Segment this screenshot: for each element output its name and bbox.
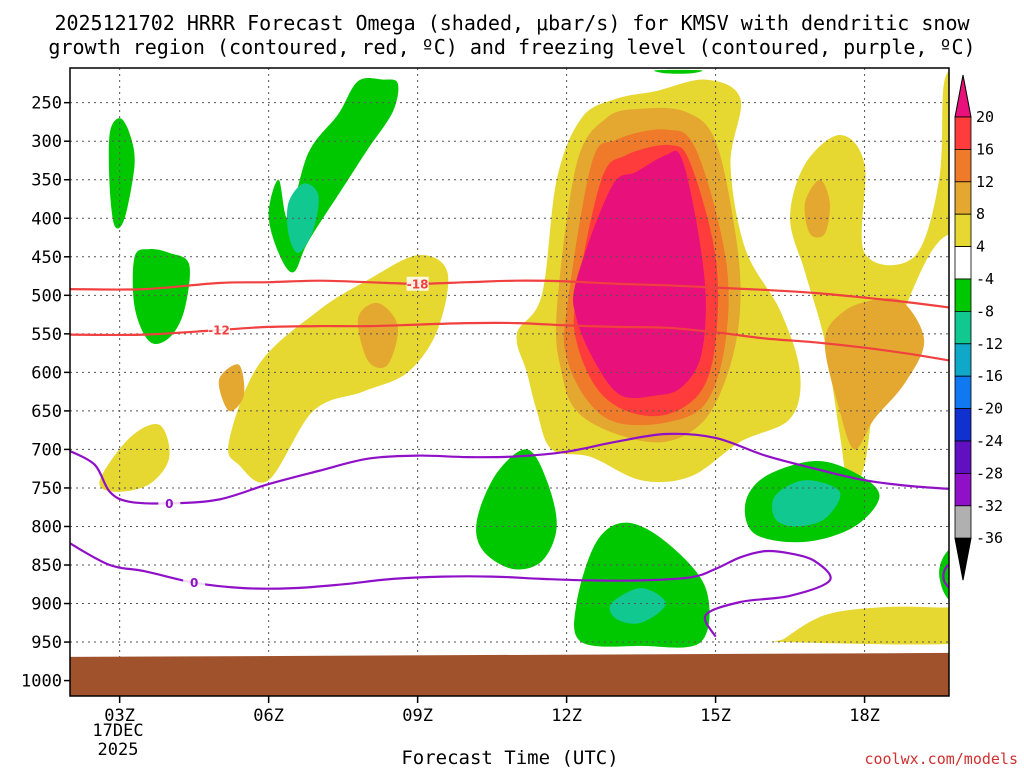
y-tick-label-350: 350 xyxy=(31,171,62,191)
y-tick-label-850: 850 xyxy=(31,556,62,576)
colorbar-label-9: -20 xyxy=(976,400,1003,418)
omega-orange-light-right-b xyxy=(824,297,925,450)
contour-zero-lower xyxy=(70,542,832,638)
omega-magenta-central xyxy=(573,150,706,399)
chart-title-line-1: 2025121702 HRRR Forecast Omega (shaded, … xyxy=(54,11,970,35)
plot-frame xyxy=(69,67,950,697)
x-tick-label-18Z: 18Z xyxy=(849,706,880,726)
contour-minus12 xyxy=(70,321,949,362)
colorbar-bin-4 xyxy=(954,246,972,280)
contour-zero-upper xyxy=(70,432,949,505)
x-axis-title: Forecast Time (UTC) xyxy=(401,747,618,768)
colorbar-bin-6 xyxy=(954,310,972,345)
colorbar-bin-3 xyxy=(954,213,972,247)
y-tick-label-450: 450 xyxy=(31,248,62,268)
y-tick-label-750: 750 xyxy=(31,479,62,499)
omega-yellow-bottom xyxy=(769,606,949,645)
y-tick-label-400: 400 xyxy=(31,209,62,229)
omega-teal-lower-b xyxy=(609,588,666,624)
colorbar-bin-8 xyxy=(954,375,972,410)
colorbar-label-10: -24 xyxy=(976,432,1003,450)
omega-yellow-right xyxy=(790,70,949,493)
terrain-ground xyxy=(70,652,949,696)
colorbar-bin-10 xyxy=(954,440,972,474)
x-axis: 03Z 06Z 09Z 12Z 15Z 18Z xyxy=(104,696,880,726)
colorbar-bin-1 xyxy=(954,148,972,183)
omega-orange-light-left-a xyxy=(218,364,245,412)
colorbar-bin-2 xyxy=(954,181,972,215)
colorbar-top-arrow xyxy=(954,74,972,118)
contour-layer: -18 -12 0 0 xyxy=(70,276,949,638)
omega-teal-lower-c xyxy=(772,480,841,527)
colorbar-label-11: -28 xyxy=(976,464,1003,482)
y-axis: 250 300 350 400 450 500 550 600 650 700 750 800 850 9… xyxy=(21,94,70,692)
omega-green-left xyxy=(108,118,135,229)
contour-zero-lower-label-bg xyxy=(183,575,206,590)
contour-minus18-label-bg xyxy=(406,276,429,291)
colorbar-label-2: 12 xyxy=(976,173,994,191)
colorbar-label-0: 20 xyxy=(976,108,994,126)
colorbar-label-7: -12 xyxy=(976,335,1003,353)
contour-minus18-label: -18 xyxy=(407,277,429,291)
omega-shading-layer xyxy=(99,69,949,648)
colorbar-bin-0 xyxy=(954,116,972,150)
omega-green-lower-a xyxy=(476,449,557,570)
omega-green-lower-b xyxy=(574,522,710,648)
y-tick-label-250: 250 xyxy=(31,94,62,114)
colorbar-bin-7 xyxy=(954,343,972,377)
y-tick-label-800: 800 xyxy=(31,517,62,537)
colorbar-label-4: 4 xyxy=(976,238,985,256)
omega-yellow-small xyxy=(99,424,170,492)
omega-green-top xyxy=(654,69,703,74)
colorbar-label-6: -8 xyxy=(976,302,994,320)
x-tick-label-06Z: 06Z xyxy=(253,706,284,726)
contour-minus18 xyxy=(70,279,949,309)
y-tick-label-700: 700 xyxy=(31,440,62,460)
omega-orange-light-left-b xyxy=(357,302,399,369)
contour-zero-lower-label: 0 xyxy=(190,576,198,590)
chart-title-line-2: growth region (contoured, red, ºC) and f… xyxy=(48,35,975,59)
date-label-year: 2025 xyxy=(98,740,139,760)
colorbar-bin-12 xyxy=(954,505,972,539)
contour-minus12-label-bg xyxy=(207,322,230,337)
colorbar-label-8: -16 xyxy=(976,367,1003,385)
omega-teal-upper xyxy=(286,183,319,253)
colorbar-bin-5 xyxy=(954,278,972,312)
colorbar-label-12: -32 xyxy=(976,497,1003,515)
date-label-day: 17DEC xyxy=(92,721,143,741)
colorbar-label-3: 8 xyxy=(976,205,985,223)
y-tick-label-300: 300 xyxy=(31,132,62,152)
x-tick-label-15Z: 15Z xyxy=(700,706,731,726)
y-tick-label-900: 900 xyxy=(31,595,62,615)
ground-layer xyxy=(70,652,949,696)
x-tick-label-12Z: 12Z xyxy=(551,706,582,726)
y-tick-label-550: 550 xyxy=(31,325,62,345)
colorbar-label-13: -36 xyxy=(976,529,1003,547)
y-tick-label-650: 650 xyxy=(31,402,62,422)
colorbar-label-1: 16 xyxy=(976,140,994,158)
colorbar-bin-11 xyxy=(954,472,972,507)
contour-zero-upper-label-bg xyxy=(158,496,181,511)
omega-green-left2 xyxy=(132,248,190,344)
omega-yellow-left xyxy=(228,255,449,483)
credit-text: coolwx.com/models xyxy=(864,750,1018,768)
y-tick-label-500: 500 xyxy=(31,286,62,306)
contour-zero-upper-label: 0 xyxy=(165,497,173,511)
y-tick-label-950: 950 xyxy=(31,633,62,653)
colorbar-bottom-arrow xyxy=(954,537,972,581)
contour-minus12-label: -12 xyxy=(208,323,230,337)
colorbar-label-5: -4 xyxy=(976,270,994,288)
x-tick-label-09Z: 09Z xyxy=(402,706,433,726)
y-tick-label-600: 600 xyxy=(31,363,62,383)
omega-orange-light-right-a xyxy=(804,179,830,238)
x-tick-label-03Z: 03Z xyxy=(104,706,135,726)
contour-zero-right xyxy=(942,563,949,590)
colorbar-bin-9 xyxy=(954,408,972,442)
colorbar: 20 16 12 8 4 -4 -8 -12 -16 -20 -24 -28 -32 -36 xyxy=(954,74,1003,581)
y-tick-label-1000: 1000 xyxy=(21,672,62,692)
